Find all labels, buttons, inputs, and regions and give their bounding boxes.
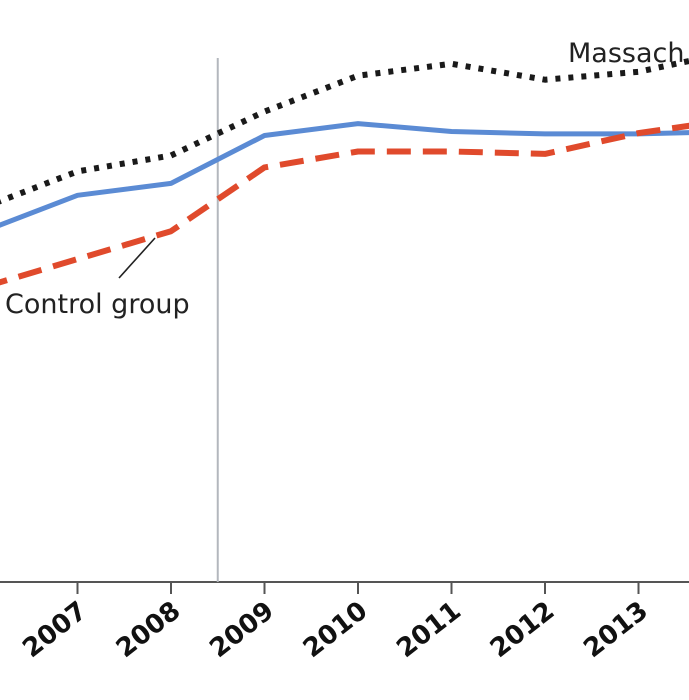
control-group-label: Control group [5,289,190,320]
x-tick-label-2013: 2013 [578,596,654,664]
series-line-overall [0,121,689,228]
control-group-leader [118,237,156,279]
x-tick-label-2007: 2007 [17,596,93,664]
tick-layer: 2007 2008 2009 2010 2011 2012 2013 [17,582,654,664]
x-tick-label-2009: 2009 [204,596,280,664]
x-tick-label-2012: 2012 [485,596,561,664]
x-tick-label-2008: 2008 [111,596,187,664]
series-line-control [0,122,689,286]
series-line-massachusetts [0,57,689,205]
x-tick-label-2011: 2011 [391,596,467,664]
x-tick-label-2010: 2010 [298,596,374,664]
series-layer [0,57,689,286]
massachusetts-label: Massach [568,38,684,69]
